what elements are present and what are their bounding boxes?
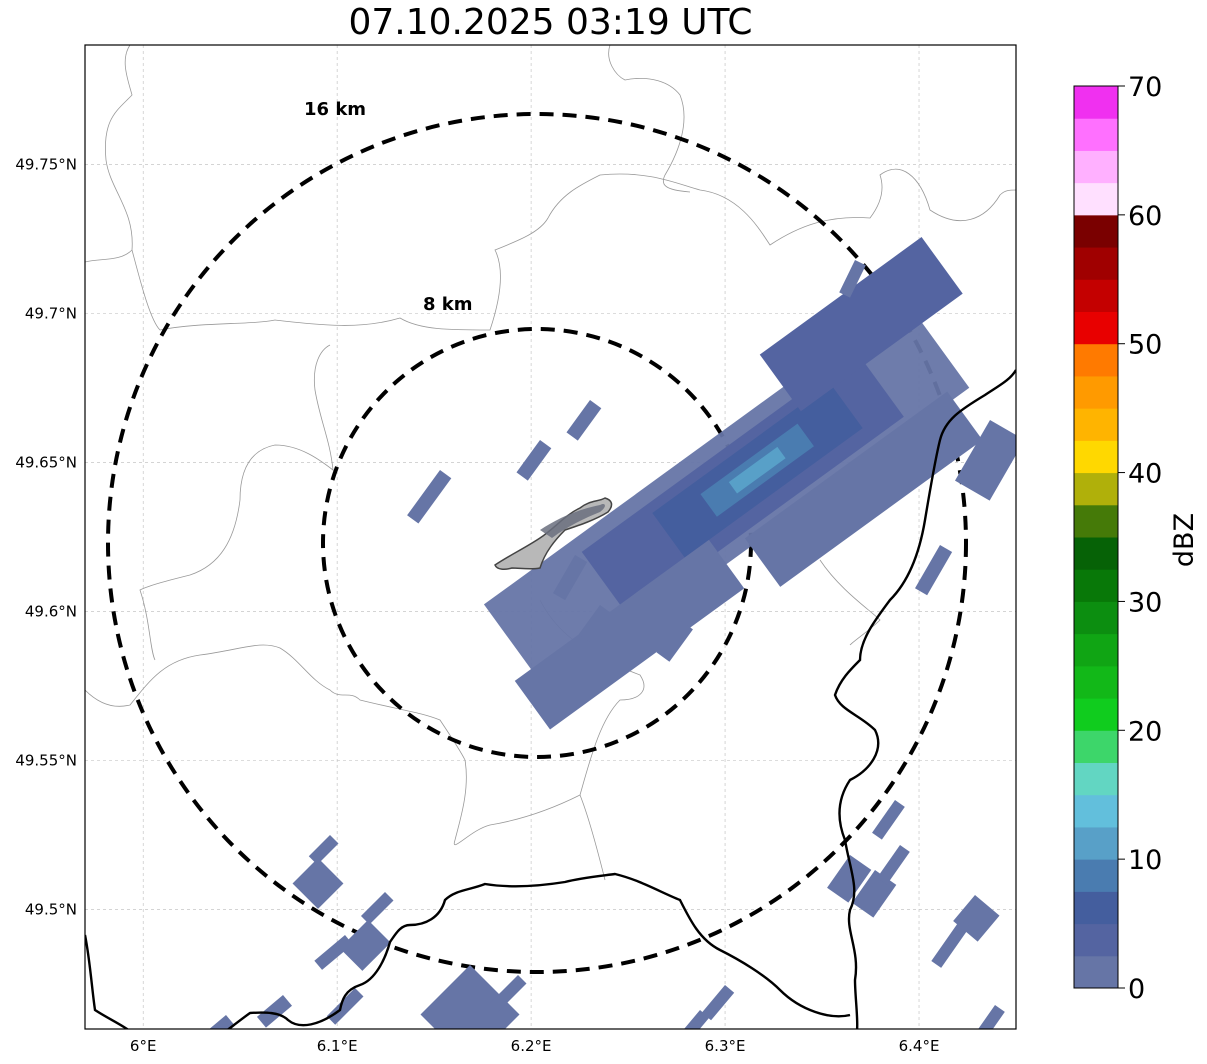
colorbar-segment <box>1074 86 1118 119</box>
colorbar-frame <box>1073 85 1119 989</box>
colorbar <box>1074 86 1118 989</box>
colorbar-tick-label: 30 <box>1128 587 1162 618</box>
map-area <box>85 45 1016 1029</box>
colorbar-segment <box>1074 504 1118 538</box>
colorbar-segment <box>1074 633 1118 667</box>
lon-tick-label: 6.4°E <box>899 1037 940 1055</box>
colorbar-segment <box>1074 730 1118 763</box>
colorbar-segment <box>1074 118 1118 151</box>
colorbar-segment <box>1074 891 1118 925</box>
lon-tick-label: 6°E <box>130 1037 157 1055</box>
lon-tick-label: 6.2°E <box>511 1037 552 1055</box>
colorbar-segment <box>1074 923 1118 957</box>
colorbar-segment <box>1074 794 1118 828</box>
colorbar-segment <box>1074 247 1118 280</box>
main-echo-band <box>483 237 983 730</box>
colorbar-segment <box>1074 375 1118 409</box>
colorbar-segment <box>1074 826 1118 860</box>
colorbar-tick-label: 50 <box>1128 330 1162 361</box>
ring-label-16km: 16 km <box>304 99 366 120</box>
lat-tick-label: 49.7°N <box>25 304 77 322</box>
map-frame <box>84 44 1017 1030</box>
latitude-axis: 49.5°N 49.55°N 49.6°N 49.65°N 49.7°N 49.75°N <box>15 155 77 918</box>
colorbar-segment <box>1074 569 1118 602</box>
colorbar-tick-label: 0 <box>1128 974 1145 1005</box>
lat-tick-label: 49.75°N <box>15 155 77 173</box>
colorbar-segment <box>1074 698 1118 731</box>
colorbar-label: dBZ <box>1169 513 1200 567</box>
colorbar-tick-label: 70 <box>1128 72 1162 103</box>
colorbar-segment <box>1074 343 1118 377</box>
longitude-axis: 6°E 6.1°E 6.2°E 6.3°E 6.4°E <box>130 1037 940 1055</box>
lat-tick-label: 49.55°N <box>15 752 77 770</box>
colorbar-tick-label: 40 <box>1128 459 1162 490</box>
colorbar-segment <box>1074 214 1118 248</box>
colorbar-segment <box>1074 762 1118 796</box>
lat-tick-label: 49.5°N <box>25 901 77 919</box>
lon-tick-label: 6.3°E <box>705 1037 746 1055</box>
colorbar-segment <box>1074 665 1118 699</box>
ring-label-8km: 8 km <box>423 294 473 315</box>
colorbar-segment <box>1074 859 1118 892</box>
colorbar-segment <box>1074 440 1118 474</box>
map-title: 07.10.2025 03:19 UTC <box>348 2 753 43</box>
colorbar-segment <box>1074 150 1118 184</box>
colorbar-segment <box>1074 182 1118 216</box>
colorbar-tick-label: 60 <box>1128 201 1162 232</box>
colorbar-tick-label: 20 <box>1128 716 1162 747</box>
colorbar-ticks: 0 10 20 30 40 50 60 70 <box>1118 72 1162 1005</box>
lat-tick-label: 49.6°N <box>25 603 77 621</box>
colorbar-tick-label: 10 <box>1128 845 1162 876</box>
colorbar-segment <box>1074 601 1118 635</box>
national-borders <box>85 369 1016 1029</box>
colorbar-segment <box>1074 955 1118 989</box>
radar-echoes <box>203 237 1016 1029</box>
colorbar-segment <box>1074 279 1118 312</box>
colorbar-segment <box>1074 311 1118 345</box>
lon-tick-label: 6.1°E <box>317 1037 358 1055</box>
colorbar-segment <box>1074 472 1118 506</box>
lat-tick-label: 49.65°N <box>15 453 77 471</box>
range-ring-16km <box>106 112 968 974</box>
colorbar-segment <box>1074 537 1118 570</box>
colorbar-segment <box>1074 408 1118 441</box>
